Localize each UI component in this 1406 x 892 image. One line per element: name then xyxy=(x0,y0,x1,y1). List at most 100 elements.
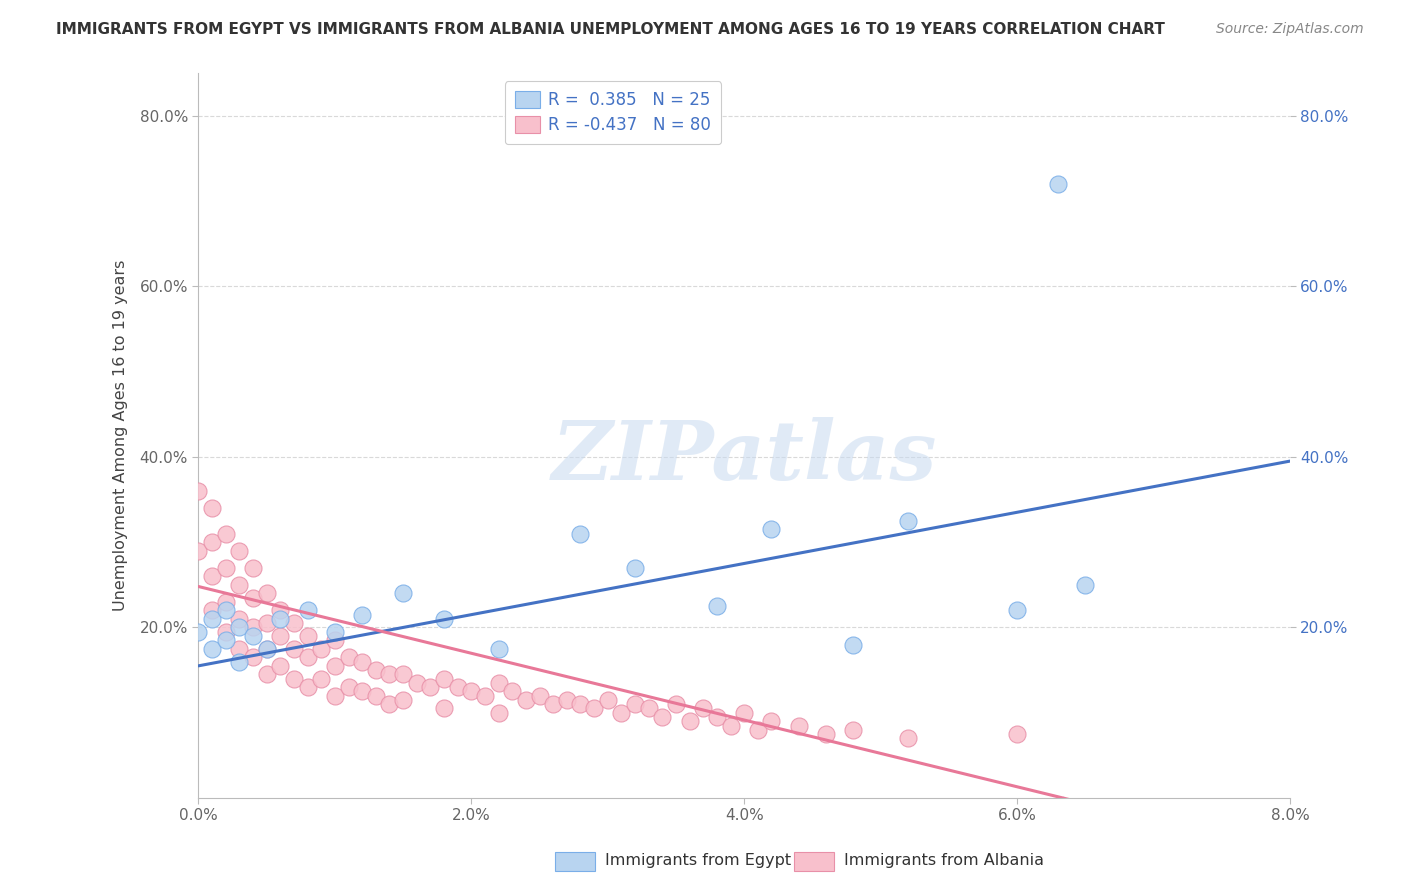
Point xyxy=(242,591,264,605)
Point xyxy=(323,658,346,673)
Point xyxy=(201,612,224,626)
Point xyxy=(337,650,360,665)
Point xyxy=(1005,727,1028,741)
Point xyxy=(215,595,238,609)
Point xyxy=(678,714,700,729)
Point xyxy=(405,676,427,690)
Point xyxy=(610,706,633,720)
Point xyxy=(515,693,537,707)
Point xyxy=(352,607,374,622)
Point xyxy=(897,514,920,528)
Point xyxy=(201,501,224,516)
Point xyxy=(488,641,510,656)
Point xyxy=(488,706,510,720)
Text: Immigrants from Albania: Immigrants from Albania xyxy=(844,854,1043,868)
Point xyxy=(433,701,456,715)
Point xyxy=(474,689,496,703)
Point xyxy=(215,603,238,617)
Point xyxy=(297,603,319,617)
Legend: R =  0.385   N = 25, R = -0.437   N = 80: R = 0.385 N = 25, R = -0.437 N = 80 xyxy=(505,81,721,145)
Point xyxy=(187,483,209,498)
Point xyxy=(228,612,250,626)
Point xyxy=(706,710,728,724)
Point xyxy=(297,680,319,694)
Point xyxy=(228,578,250,592)
Point xyxy=(256,586,278,600)
Point xyxy=(392,667,415,681)
Point xyxy=(269,658,291,673)
Point xyxy=(541,697,564,711)
Point xyxy=(283,616,305,631)
Point xyxy=(1046,177,1069,191)
Point xyxy=(201,535,224,549)
Point xyxy=(364,663,387,677)
Point xyxy=(201,603,224,617)
Point xyxy=(419,680,441,694)
Point xyxy=(555,693,578,707)
Point xyxy=(651,710,673,724)
Point xyxy=(378,667,401,681)
Point xyxy=(323,624,346,639)
Point xyxy=(692,701,714,715)
Point xyxy=(323,633,346,648)
Point xyxy=(897,731,920,746)
Point xyxy=(364,689,387,703)
Point xyxy=(352,684,374,698)
Point xyxy=(596,693,619,707)
Point xyxy=(569,526,592,541)
Point xyxy=(256,667,278,681)
Point xyxy=(215,633,238,648)
Point xyxy=(228,543,250,558)
Point xyxy=(256,641,278,656)
Point xyxy=(283,641,305,656)
Point xyxy=(242,629,264,643)
Text: IMMIGRANTS FROM EGYPT VS IMMIGRANTS FROM ALBANIA UNEMPLOYMENT AMONG AGES 16 TO 1: IMMIGRANTS FROM EGYPT VS IMMIGRANTS FROM… xyxy=(56,22,1166,37)
Point xyxy=(747,723,769,737)
Point xyxy=(624,697,647,711)
Point xyxy=(392,693,415,707)
Point xyxy=(215,526,238,541)
Point xyxy=(352,655,374,669)
Point xyxy=(201,641,224,656)
Point xyxy=(187,543,209,558)
Point xyxy=(665,697,688,711)
Point xyxy=(761,522,783,536)
Point xyxy=(720,718,742,732)
Point xyxy=(309,641,332,656)
Point xyxy=(529,689,551,703)
Point xyxy=(501,684,523,698)
Point xyxy=(309,672,332,686)
Point xyxy=(323,689,346,703)
Text: ZIPatlas: ZIPatlas xyxy=(551,417,936,497)
Point xyxy=(842,638,865,652)
Point xyxy=(761,714,783,729)
Point xyxy=(637,701,659,715)
Point xyxy=(787,718,810,732)
Point xyxy=(378,697,401,711)
Point xyxy=(842,723,865,737)
Point xyxy=(269,612,291,626)
Point xyxy=(256,641,278,656)
Point xyxy=(1074,578,1097,592)
Point xyxy=(706,599,728,614)
Point xyxy=(242,560,264,574)
Point xyxy=(447,680,470,694)
Point xyxy=(488,676,510,690)
Text: Source: ZipAtlas.com: Source: ZipAtlas.com xyxy=(1216,22,1364,37)
Point xyxy=(228,655,250,669)
Point xyxy=(242,620,264,634)
Point xyxy=(624,560,647,574)
Point xyxy=(242,650,264,665)
Point xyxy=(187,624,209,639)
Point xyxy=(269,629,291,643)
Point xyxy=(256,616,278,631)
Point xyxy=(269,603,291,617)
Point xyxy=(215,624,238,639)
Point xyxy=(433,612,456,626)
Point xyxy=(569,697,592,711)
Point xyxy=(228,620,250,634)
Point xyxy=(1005,603,1028,617)
Point xyxy=(733,706,755,720)
Point xyxy=(433,672,456,686)
Point xyxy=(460,684,482,698)
